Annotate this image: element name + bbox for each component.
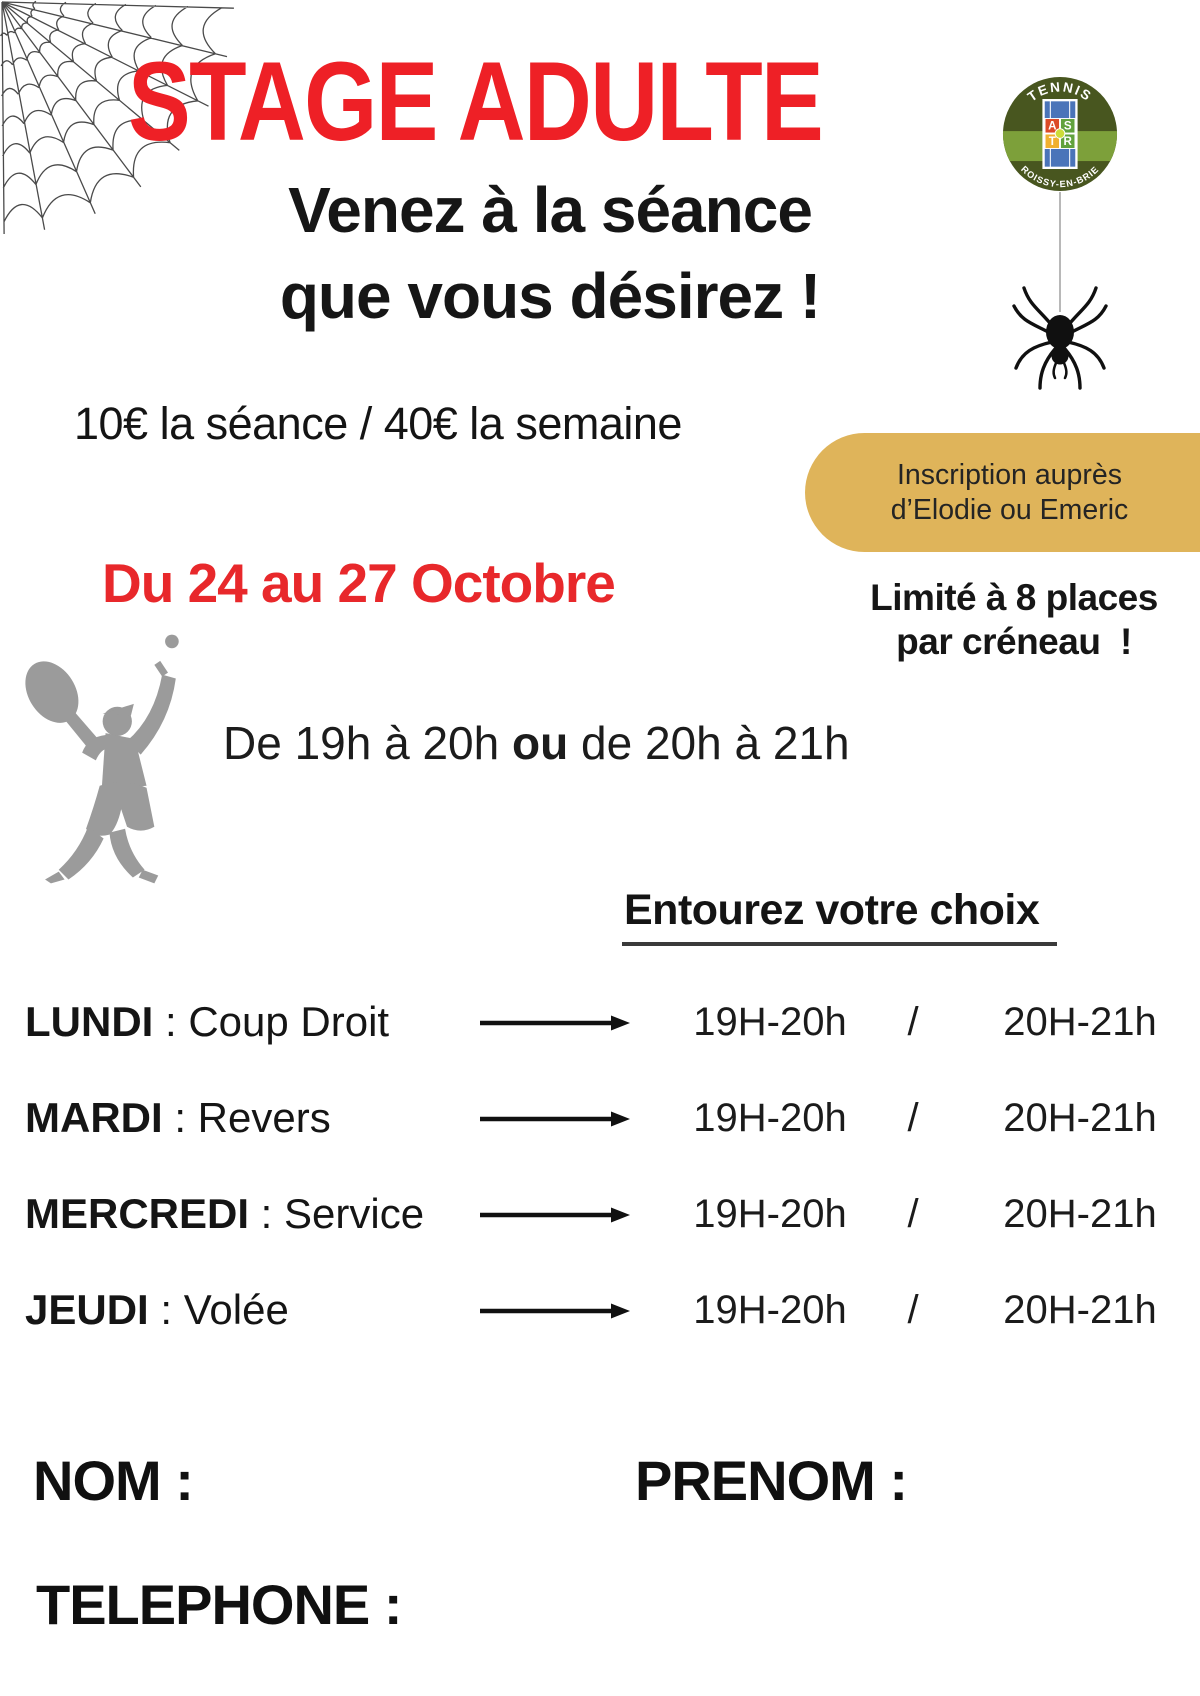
slot-separator: / bbox=[907, 1000, 919, 1044]
inscription-line2: d’Elodie ou Emeric bbox=[890, 493, 1129, 526]
limit-line1: Limité à 8 places bbox=[870, 577, 1158, 618]
tennis-player-serving-icon bbox=[25, 634, 179, 884]
slot-separator: / bbox=[907, 1288, 919, 1332]
limit-line2: par créneau ! bbox=[896, 621, 1132, 663]
subtitle-line1: Venez à la séance bbox=[288, 174, 813, 246]
svg-text:A: A bbox=[1048, 120, 1057, 133]
day-colon: : bbox=[249, 1190, 285, 1237]
right-arrow-icon bbox=[480, 1111, 630, 1127]
slot-separator: / bbox=[907, 1096, 919, 1140]
schedule-row-jeudi: JEUDI : Volée 19H-20h / 20H-21h bbox=[0, 1286, 1200, 1338]
day-colon: : bbox=[162, 1094, 198, 1141]
time-options: De 19h à 20h ou de 20h à 21h bbox=[223, 716, 850, 770]
day-activity: Volée bbox=[183, 1286, 289, 1333]
times-or: ou bbox=[512, 717, 569, 769]
name-label: NOM : bbox=[33, 1449, 194, 1512]
slot-separator: / bbox=[907, 1192, 919, 1236]
right-arrow-icon bbox=[480, 1303, 630, 1319]
subtitle-line2: que vous désirez ! bbox=[279, 259, 821, 332]
logo-letter-tiles: A S T R bbox=[1044, 118, 1076, 149]
schedule-row-mardi: MARDI : Revers 19H-20h / 20H-21h bbox=[0, 1094, 1200, 1146]
day-activity: Coup Droit bbox=[188, 998, 390, 1045]
subtitle: Venez à la séance que vous désirez ! bbox=[150, 168, 950, 340]
day-name: JEUDI bbox=[25, 1286, 149, 1333]
times-part2: de 20h à 21h bbox=[568, 717, 850, 769]
spider-web-icon bbox=[0, 0, 234, 235]
slot2: 20H-21h bbox=[1003, 1192, 1157, 1236]
tossed-ball-icon bbox=[165, 634, 179, 649]
svg-text:R: R bbox=[1064, 135, 1073, 148]
tennis-club-logo: A S T R TENNIS ROISSY-EN-BRIE bbox=[1002, 76, 1118, 192]
tennis-ball-icon bbox=[1054, 128, 1066, 139]
day-colon: : bbox=[153, 998, 189, 1045]
pricing-text: 10€ la séance / 40€ la semaine bbox=[74, 398, 682, 449]
day-colon: : bbox=[148, 1286, 184, 1333]
choice-heading: Entourez votre choix bbox=[622, 886, 1058, 946]
dates-text: Du 24 au 27 Octobre bbox=[102, 552, 616, 614]
day-name: MERCREDI bbox=[25, 1190, 250, 1237]
spider-icon bbox=[1012, 192, 1108, 390]
times-part1: De 19h à 20h bbox=[223, 717, 513, 769]
slot1: 19H-20h bbox=[693, 1096, 847, 1140]
slot2: 20H-21h bbox=[1003, 1000, 1157, 1044]
slot2: 20H-21h bbox=[1003, 1096, 1157, 1140]
inscription-badge: Inscription auprès d’Elodie ou Emeric bbox=[805, 433, 1200, 552]
slot1: 19H-20h bbox=[693, 1192, 847, 1236]
right-arrow-icon bbox=[480, 1015, 630, 1031]
page-title: STAGE ADULTE bbox=[128, 39, 824, 164]
slot1: 19H-20h bbox=[693, 1288, 847, 1332]
right-arrow-icon bbox=[480, 1207, 630, 1223]
inscription-line1: Inscription auprès bbox=[897, 459, 1122, 492]
slot1: 19H-20h bbox=[693, 1000, 847, 1044]
phone-label: TELEPHONE : bbox=[36, 1573, 402, 1636]
day-activity: Service bbox=[284, 1190, 425, 1237]
svg-text:S: S bbox=[1064, 120, 1072, 133]
limit-note: Limité à 8 places par créneau ! bbox=[828, 576, 1200, 665]
schedule-row-mercredi: MERCREDI : Service 19H-20h / 20H-21h bbox=[0, 1190, 1200, 1242]
svg-text:T: T bbox=[1049, 135, 1056, 148]
day-name: MARDI bbox=[25, 1094, 163, 1141]
day-activity: Revers bbox=[197, 1094, 331, 1141]
day-name: LUNDI bbox=[25, 998, 154, 1045]
firstname-label: PRENOM : bbox=[635, 1449, 908, 1512]
schedule-row-lundi: LUNDI : Coup Droit 19H-20h / 20H-21h bbox=[0, 998, 1200, 1050]
slot2: 20H-21h bbox=[1003, 1288, 1157, 1332]
